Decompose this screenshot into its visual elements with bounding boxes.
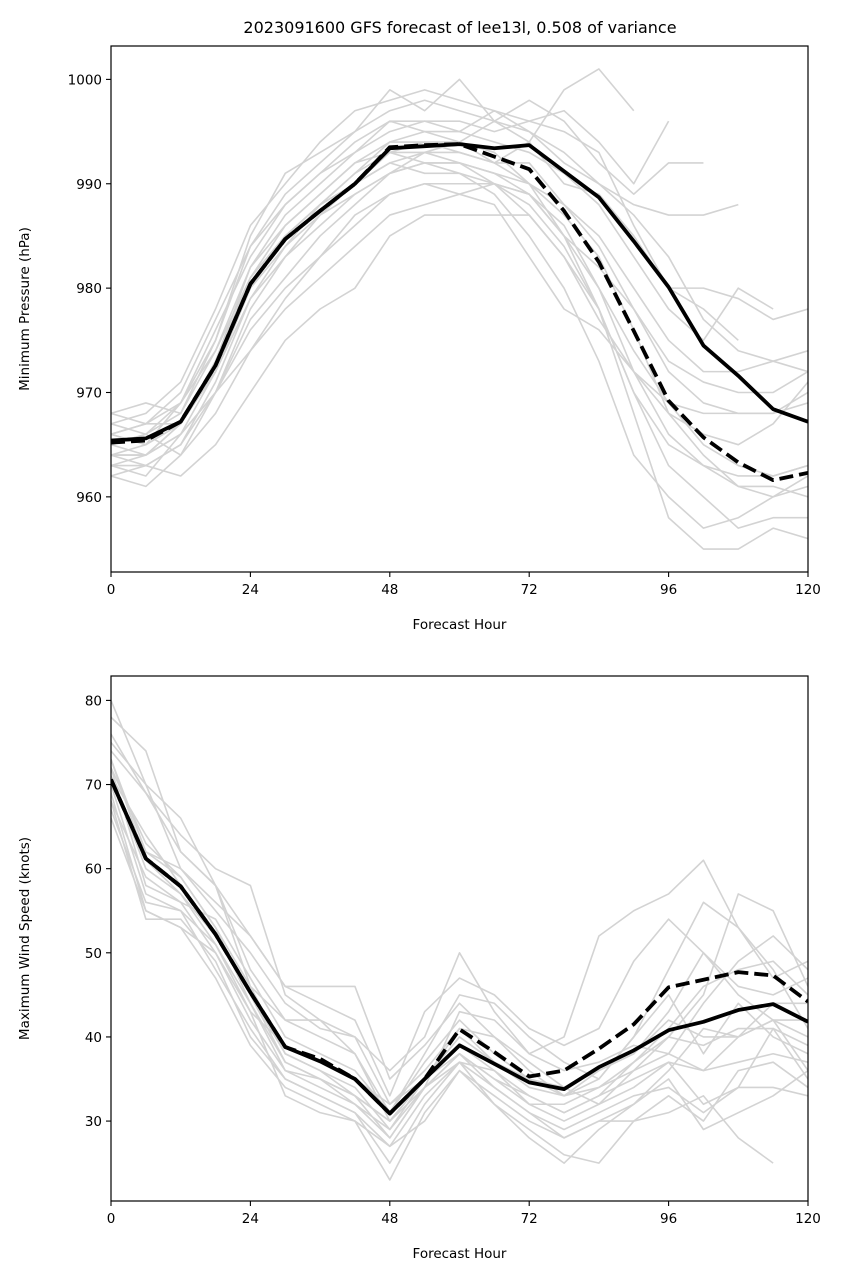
x-tick-label: 24 [242,582,259,598]
ensemble-member-line [111,151,808,456]
y-tick-label: 60 [85,862,102,878]
ensemble-member-line [111,109,739,446]
x-tick-label: 120 [795,582,821,598]
ensemble-member-line [111,182,808,529]
ensemble-member-line [111,141,808,436]
ensemble-member-line [111,89,670,425]
y-tick-label: 50 [85,946,102,962]
y-tick-label: 80 [85,693,102,709]
ensemble-member-line [111,741,808,1106]
y-axis-label: Minimum Pressure (hPa) [17,227,33,391]
x-tick-label: 48 [381,1211,398,1227]
x-tick-label: 72 [521,1211,538,1227]
x-tick-label: 0 [107,1211,116,1227]
ensemble-member-line [111,716,808,1097]
y-axis-label: Maximum Wind Speed (knots) [17,837,33,1040]
ensemble-member-line [111,182,808,467]
ensemble-member-line [111,750,808,1122]
ensemble-member-line [111,792,808,1139]
x-tick-label: 0 [107,582,116,598]
x-tick-label: 96 [660,1211,677,1227]
wind-panel: 0 24 48 72 96 120 30 40 50 60 70 80 Forecast Hour Max… [17,675,821,1262]
ensemble-member-line [111,801,808,1164]
reconstruction-line [111,142,808,483]
y-tick-label: 70 [85,778,102,794]
chart-title: 2023091600 GFS forecast of lee13l, 0.508… [243,18,676,37]
x-tick-label: 120 [795,1211,821,1227]
ensemble-member-line [111,700,808,1072]
y-tick-label: 40 [85,1030,102,1046]
y-tick-label: 970 [76,385,102,401]
y-tick-label: 30 [85,1114,102,1130]
ensemble-member-line [111,767,808,1114]
y-tick-label: 960 [76,490,102,506]
x-axis-label: Forecast Hour [413,617,507,633]
ensemble-member-line [111,801,808,1148]
ensemble-member-line [111,759,808,1106]
x-tick-label: 24 [242,1211,259,1227]
x-axis-label: Forecast Hour [413,1246,507,1262]
ensemble-member-line [111,214,808,550]
ensemble-member-line [111,767,774,1164]
x-tick-label: 96 [660,582,677,598]
ensemble-member-line [111,775,808,1139]
ensemble-member-line [111,733,808,1114]
ensemble-member-line [111,120,739,446]
ensemble-member-line [111,99,704,436]
ensemble-member-line [111,151,808,467]
ensemble-member-line [111,162,808,529]
reconstruction-line [111,778,808,1116]
y-tick-label: 980 [76,281,102,297]
ensemble-member-line [111,120,808,436]
y-tick-label: 990 [76,177,102,193]
ensemble-member-line [111,817,808,1181]
pressure-panel: 0 24 48 72 96 120 960 970 980 990 1000 Forecast Hou… [17,45,821,633]
plot-area [111,68,808,550]
ensemble-mean-line [111,142,808,443]
ensemble-member-line [111,141,808,456]
axes-frame [110,675,809,1202]
y-tick-label: 1000 [68,72,102,88]
plot-area [111,700,808,1181]
x-tick-label: 72 [521,582,538,598]
axes-frame [110,45,809,573]
x-tick-label: 48 [381,582,398,598]
